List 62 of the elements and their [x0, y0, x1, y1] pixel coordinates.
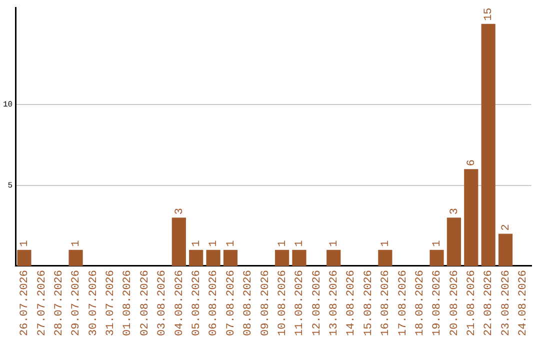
- x-tick-label: 08.08.2026: [242, 270, 255, 336]
- x-tick-label: 26.07.2026: [19, 270, 32, 336]
- bar: [292, 250, 306, 266]
- data-label: 6: [466, 160, 478, 166]
- data-label: 1: [70, 240, 83, 247]
- bar: [172, 218, 186, 266]
- x-tick-label: 05.08.2026: [191, 270, 203, 336]
- x-tick-label: 13.08.2026: [328, 270, 341, 336]
- x-tick-label: 30.07.2026: [88, 270, 100, 336]
- x-tick-label: 19.08.2026: [432, 270, 444, 336]
- bar: [223, 250, 238, 266]
- data-label: 1: [191, 240, 203, 247]
- x-tick-label: 07.08.2026: [225, 270, 238, 336]
- x-tick-label: 28.07.2026: [53, 270, 66, 336]
- y-tick-label: 5: [8, 181, 13, 190]
- bar: [498, 234, 513, 266]
- data-label: 3: [174, 208, 186, 215]
- bar: [446, 218, 461, 266]
- data-label: 1: [328, 240, 341, 247]
- data-label: 1: [276, 240, 289, 247]
- y-tick-label: 10: [2, 100, 13, 110]
- x-tick-label: 18.08.2026: [414, 270, 426, 336]
- data-label: 3: [448, 208, 461, 215]
- bar: [189, 250, 204, 266]
- bar: [464, 169, 478, 266]
- bar: [274, 250, 290, 266]
- x-tick-label: 11.08.2026: [294, 270, 306, 336]
- data-label: 1: [225, 240, 238, 247]
- x-tick-label: 24.08.2026: [518, 270, 530, 336]
- data-label: 15: [483, 8, 496, 21]
- x-tick-label: 27.07.2026: [36, 270, 48, 336]
- x-tick-label: 15.08.2026: [362, 270, 375, 336]
- x-tick-label: 06.08.2026: [208, 270, 220, 336]
- x-tick-label: 03.08.2026: [156, 270, 169, 336]
- data-label: 1: [19, 240, 32, 247]
- x-tick-label: 20.08.2026: [448, 270, 461, 336]
- x-tick-label: 09.08.2026: [260, 270, 272, 336]
- data-label: 1: [432, 240, 444, 247]
- bar: [430, 250, 444, 266]
- bar: [481, 24, 496, 266]
- x-tick-label: 02.08.2026: [139, 270, 152, 336]
- data-label: 1: [208, 240, 220, 247]
- bar: [378, 250, 392, 266]
- x-tick-label: 23.08.2026: [500, 270, 512, 336]
- x-tick-label: 22.08.2026: [483, 270, 496, 336]
- x-tick-label: 21.08.2026: [466, 270, 478, 336]
- bar: [326, 250, 341, 266]
- bar: [206, 250, 220, 266]
- x-tick-label: 14.08.2026: [346, 270, 358, 336]
- bar: [68, 250, 83, 266]
- x-tick-label: 04.08.2026: [174, 270, 186, 336]
- x-tick-label: 31.07.2026: [105, 270, 118, 336]
- x-tick-label: 01.08.2026: [122, 270, 134, 336]
- bar: [17, 250, 32, 266]
- x-tick-label: 17.08.2026: [397, 270, 410, 336]
- data-label: 1: [380, 240, 392, 247]
- x-tick-label: 29.07.2026: [70, 270, 83, 336]
- x-tick-label: 10.08.2026: [276, 270, 289, 336]
- data-label: 2: [500, 224, 512, 231]
- x-tick-label: 12.08.2026: [311, 270, 324, 336]
- data-label: 1: [294, 240, 306, 247]
- x-tick-label: 16.08.2026: [380, 270, 392, 336]
